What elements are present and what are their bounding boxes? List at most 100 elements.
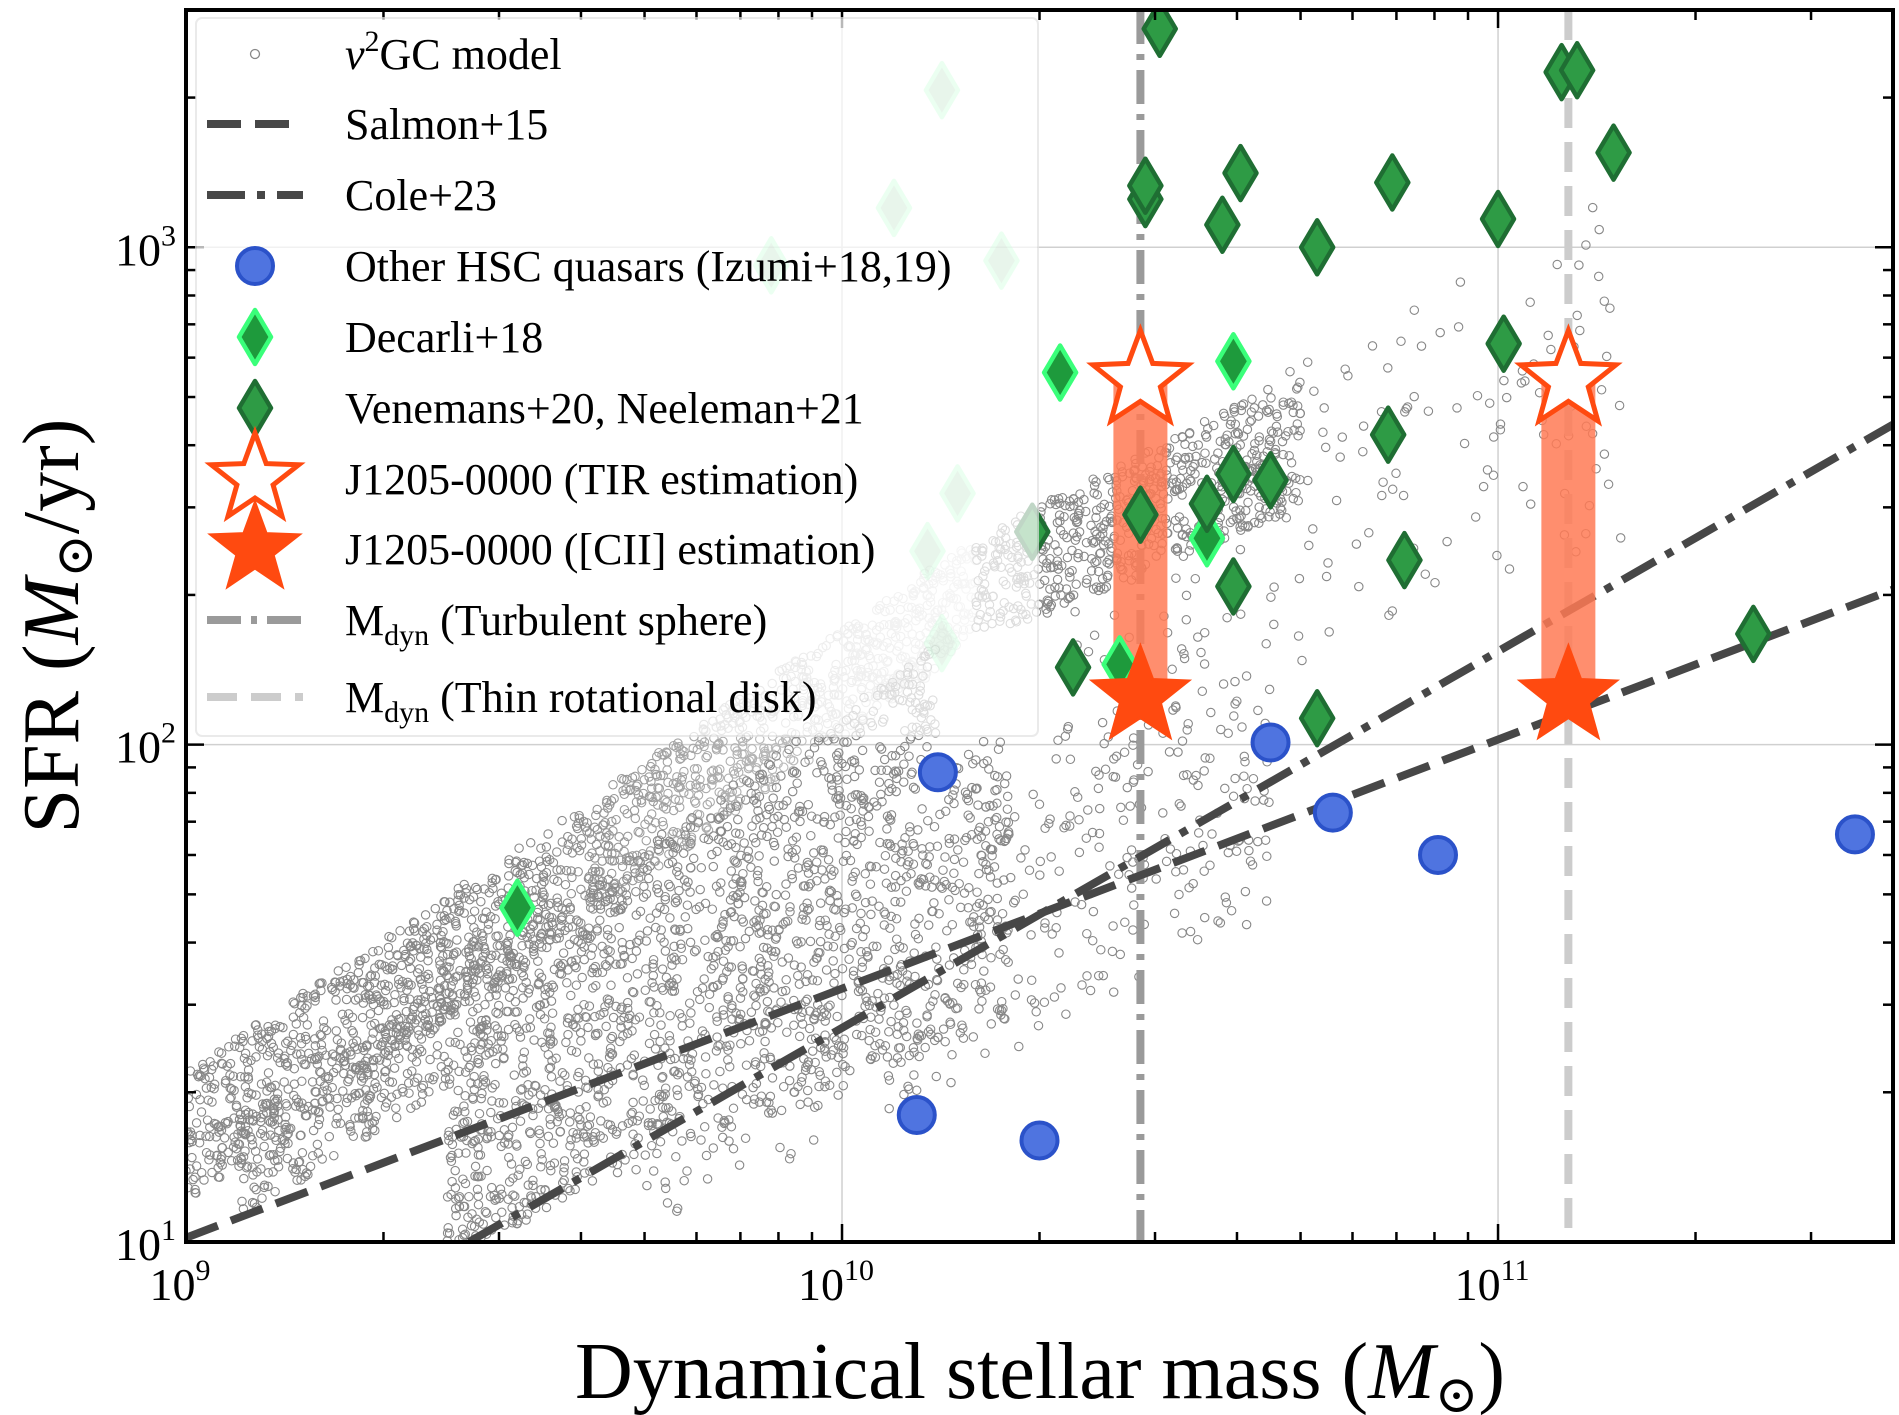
model-point: [650, 922, 661, 933]
model-point: [940, 852, 950, 862]
model-point: [573, 867, 583, 877]
model-point: [607, 1031, 618, 1042]
model-point: [254, 1042, 265, 1052]
model-point: [355, 1060, 365, 1071]
model-point: [1224, 437, 1234, 447]
model-point: [582, 1121, 593, 1131]
model-point: [302, 1001, 312, 1011]
model-point: [718, 1010, 729, 1020]
model-point: [376, 1041, 386, 1051]
model-point: [732, 749, 742, 760]
model-point: [807, 1046, 818, 1056]
model-point: [795, 816, 805, 827]
model-point: [1034, 799, 1045, 810]
model-point: [358, 998, 369, 1008]
model-point: [1199, 912, 1210, 923]
model-point: [583, 1138, 593, 1148]
model-point: [443, 939, 454, 949]
model-point: [1042, 608, 1053, 618]
model-point: [657, 1071, 668, 1082]
model-point: [447, 1176, 457, 1187]
model-point: [910, 919, 920, 929]
model-point: [778, 1081, 789, 1092]
model-point: [992, 1004, 1003, 1014]
model-point: [702, 750, 713, 761]
model-point: [418, 1080, 429, 1091]
model-point: [763, 971, 773, 981]
model-point: [865, 1024, 875, 1035]
model-point: [1245, 856, 1256, 866]
model-point: [877, 796, 887, 807]
model-point: [1593, 271, 1604, 282]
model-point: [444, 962, 454, 973]
model-point: [799, 902, 809, 913]
model-point: [289, 998, 300, 1009]
model-point: [588, 983, 598, 993]
model-point: [214, 1127, 224, 1137]
venemans20-point: [1141, 10, 1178, 59]
model-point: [421, 930, 432, 941]
model-point: [495, 940, 505, 951]
model-point: [983, 914, 994, 925]
model-point: [425, 1054, 435, 1065]
model-point: [572, 1153, 583, 1164]
model-point: [506, 1159, 517, 1169]
j1205-cii-star: [1516, 642, 1620, 741]
model-point: [773, 1017, 783, 1028]
model-point: [627, 986, 638, 997]
model-point: [628, 987, 639, 998]
model-point: [545, 934, 555, 945]
model-point: [1035, 870, 1045, 880]
model-point: [810, 1010, 820, 1021]
model-point: [510, 1191, 520, 1202]
model-point: [598, 1133, 609, 1143]
model-point: [615, 1036, 625, 1047]
model-point: [546, 1022, 556, 1033]
model-point: [852, 891, 862, 902]
model-point: [575, 1027, 586, 1038]
model-point: [327, 1082, 337, 1093]
model-point: [647, 977, 657, 988]
model-point: [614, 832, 624, 842]
model-point: [341, 994, 352, 1005]
model-point: [1039, 997, 1050, 1008]
model-point: [732, 858, 742, 868]
model-point: [699, 737, 710, 747]
model-point: [605, 1043, 616, 1053]
model-point: [536, 1149, 546, 1159]
model-point: [1442, 536, 1452, 547]
model-point: [977, 996, 987, 1006]
model-point: [398, 1087, 408, 1097]
model-point: [1083, 805, 1093, 815]
model-point: [805, 879, 816, 889]
model-point: [773, 811, 783, 822]
model-point: [670, 1053, 680, 1064]
model-point: [337, 1009, 348, 1020]
model-point: [501, 938, 511, 949]
model-point: [965, 813, 975, 823]
model-point: [687, 1049, 698, 1059]
model-point: [1254, 518, 1264, 528]
model-point: [909, 1047, 919, 1058]
model-point: [300, 1171, 310, 1182]
model-point: [731, 828, 741, 838]
model-point: [656, 925, 666, 935]
model-point: [1031, 1007, 1041, 1017]
model-point: [932, 954, 942, 964]
model-point: [1054, 583, 1064, 593]
model-point: [1416, 341, 1427, 351]
model-point: [1228, 791, 1239, 802]
model-point: [522, 1209, 533, 1219]
model-point: [518, 955, 529, 965]
model-point: [884, 1103, 894, 1114]
model-point: [590, 853, 600, 863]
model-point: [940, 1036, 950, 1047]
model-point: [631, 797, 642, 807]
model-point: [607, 856, 617, 866]
model-point: [523, 988, 534, 998]
model-point: [858, 931, 868, 942]
model-point: [592, 924, 602, 934]
model-point: [602, 994, 613, 1004]
model-point: [1071, 579, 1081, 590]
model-point: [1235, 609, 1246, 619]
